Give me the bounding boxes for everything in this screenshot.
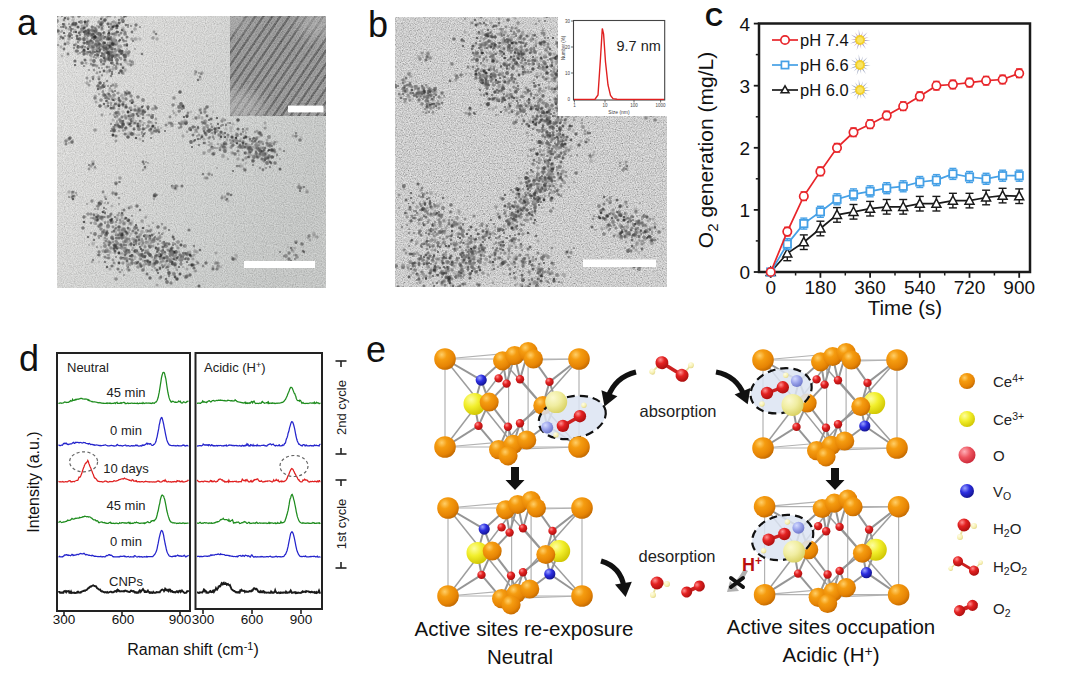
svg-text:360: 360 — [854, 277, 886, 298]
svg-text:540: 540 — [904, 277, 936, 298]
svg-text:45 min: 45 min — [106, 498, 145, 513]
svg-text:0: 0 — [765, 277, 776, 298]
svg-text:4: 4 — [739, 14, 750, 35]
svg-text:720: 720 — [954, 277, 986, 298]
svg-text:30: 30 — [565, 19, 571, 24]
svg-text:1: 1 — [739, 200, 750, 221]
svg-text:absorption: absorption — [639, 402, 716, 420]
svg-text:300: 300 — [53, 612, 76, 627]
svg-text:20: 20 — [565, 45, 571, 50]
svg-text:pH 6.0: pH 6.0 — [800, 81, 849, 99]
svg-text:10 days: 10 days — [103, 461, 149, 476]
svg-text:2: 2 — [739, 138, 750, 159]
svg-text:Acidic (H+): Acidic (H+) — [782, 643, 879, 666]
svg-text:CNPs: CNPs — [109, 574, 143, 589]
svg-text:9.7 nm: 9.7 nm — [617, 38, 661, 54]
svg-text:1000: 1000 — [656, 103, 667, 108]
svg-text:Acidic (H+): Acidic (H+) — [204, 360, 266, 375]
svg-text:0 min: 0 min — [110, 423, 142, 438]
svg-text:H2O: H2O — [993, 520, 1021, 539]
svg-text:3: 3 — [739, 76, 750, 97]
svg-text:Raman shift (cm-1): Raman shift (cm-1) — [127, 640, 259, 658]
svg-text:Neutral: Neutral — [67, 360, 109, 375]
svg-text:H+: H+ — [742, 554, 762, 575]
svg-text:45 min: 45 min — [106, 385, 145, 400]
svg-text:O2 generation (mg/L): O2 generation (mg/L) — [694, 52, 721, 248]
svg-text:H2O2: H2O2 — [993, 558, 1027, 577]
svg-text:desorption: desorption — [638, 547, 715, 565]
svg-text:0 min: 0 min — [110, 534, 142, 549]
svg-text:600: 600 — [241, 612, 264, 627]
svg-text:Neutral: Neutral — [487, 645, 553, 668]
svg-text:900: 900 — [290, 612, 313, 627]
svg-text:Active sites occupation: Active sites occupation — [727, 615, 936, 638]
svg-text:10: 10 — [602, 103, 608, 108]
svg-text:O2: O2 — [993, 600, 1011, 619]
svg-text:2nd cycle: 2nd cycle — [334, 380, 349, 435]
svg-text:1st cycle: 1st cycle — [334, 499, 349, 550]
svg-text:Active sites re-exposure: Active sites re-exposure — [415, 617, 634, 640]
svg-text:Time (s): Time (s) — [868, 296, 942, 319]
svg-text:180: 180 — [805, 277, 837, 298]
svg-text:900: 900 — [1003, 277, 1035, 298]
svg-text:Ce3+: Ce3+ — [993, 410, 1024, 428]
svg-text:Intensity (a.u.): Intensity (a.u.) — [25, 431, 42, 532]
svg-text:Ce4+: Ce4+ — [993, 372, 1024, 390]
svg-text:VO: VO — [993, 483, 1011, 502]
svg-text:300: 300 — [192, 612, 215, 627]
svg-text:900: 900 — [169, 612, 192, 627]
svg-text:100: 100 — [630, 103, 638, 108]
svg-text:pH 6.6: pH 6.6 — [800, 56, 849, 74]
svg-text:10: 10 — [565, 71, 571, 76]
svg-text:600: 600 — [112, 612, 135, 627]
svg-text:pH 7.4: pH 7.4 — [800, 31, 849, 49]
svg-text:O: O — [993, 447, 1005, 464]
svg-text:0: 0 — [739, 262, 750, 283]
svg-text:Size (nm): Size (nm) — [608, 109, 630, 115]
